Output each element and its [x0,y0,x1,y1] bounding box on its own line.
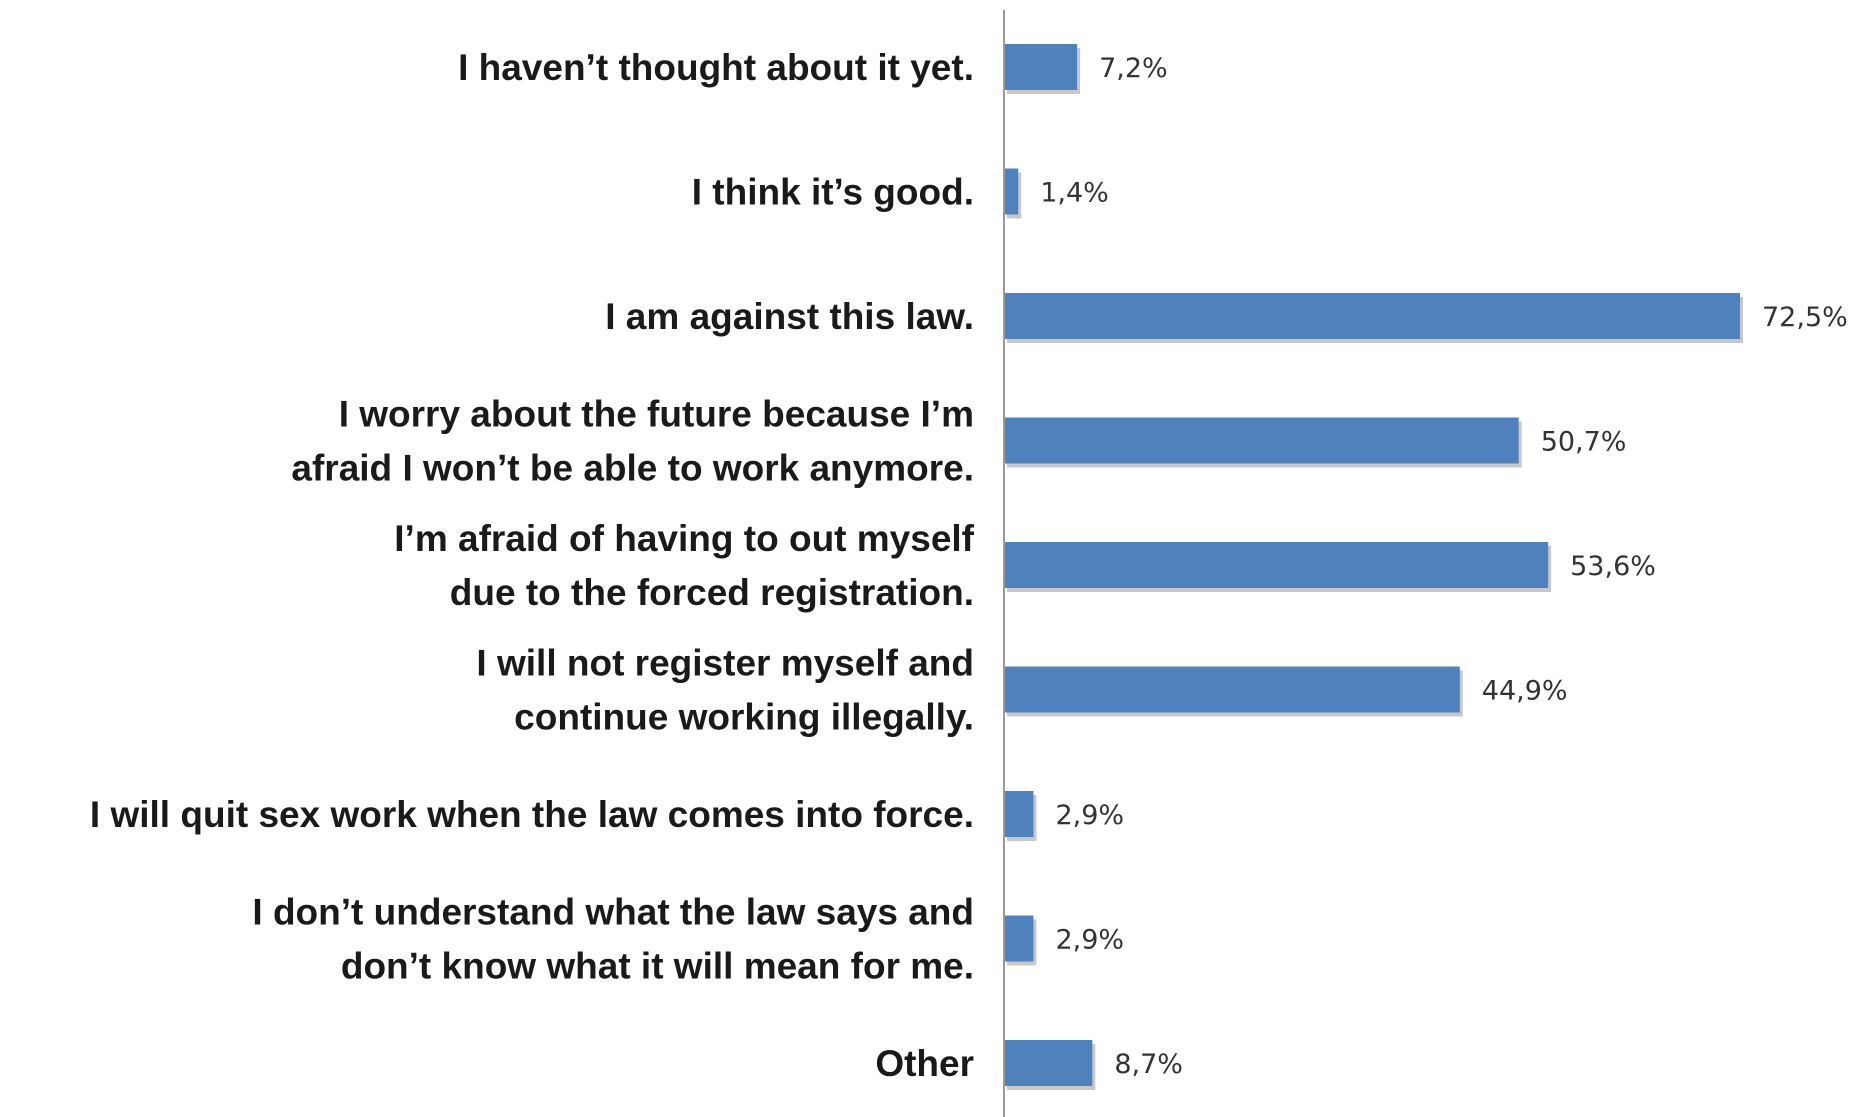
category-label-1: I think it’s good. [692,172,974,213]
value-label-6: 2,9% [1055,800,1124,831]
bar-1 [1004,168,1019,215]
bar-3 [1004,417,1519,464]
value-label-1: 1,4% [1040,178,1109,209]
value-label-5: 44,9% [1482,676,1568,707]
category-label-line: I am against this law. [605,296,974,337]
category-label-line: I’m afraid of having to out myself [394,518,974,559]
category-label-4: I’m afraid of having to out myself due to… [394,518,974,613]
value-label-3: 50,7% [1541,427,1627,458]
category-label-8: Other [875,1043,974,1084]
category-label-2: I am against this law. [605,296,974,337]
value-label-0: 7,2% [1099,53,1168,84]
value-label-8: 8,7% [1114,1049,1183,1080]
bar-2 [1004,293,1740,339]
category-label-3: I worry about the future because I’m afra… [291,394,974,489]
category-label-line: afraid I won’t be able to work anymore. [291,448,974,489]
category-label-line: I will not register myself and [476,643,974,684]
category-label-5: I will not register myself and continue w… [476,643,974,738]
bar-4 [1004,542,1549,588]
category-labels-group: I haven’t thought about it yet. I think i… [90,47,975,1084]
category-label-line: I don’t understand what the law says and [252,892,974,933]
category-label-line: due to the forced registration. [450,572,974,613]
bar-8 [1004,1040,1093,1086]
value-label-7: 2,9% [1055,925,1124,956]
category-label-line: I think it’s good. [692,172,974,213]
bar-7 [1004,915,1034,962]
bar-5 [1004,666,1460,713]
bars-group [1004,44,1743,1090]
value-labels-group: 7,2% 1,4% 72,5% 50,7% 53,6% 44,9% 2,9% 2,9% 8,7% [1040,53,1848,1080]
category-label-6: I will quit sex work when the law comes … [90,794,974,835]
category-label-line: I will quit sex work when the law comes … [90,794,974,835]
category-label-line: Other [875,1043,974,1084]
category-label-line: don’t know what it will mean for me. [341,946,974,987]
category-label-7: I don’t understand what the law says and… [252,892,974,987]
bar-6 [1004,791,1034,837]
category-label-0: I haven’t thought about it yet. [458,47,974,88]
bar-0 [1004,44,1078,90]
value-label-2: 72,5% [1762,302,1848,333]
category-label-line: I worry about the future because I’m [339,394,974,435]
category-label-line: I haven’t thought about it yet. [458,47,974,88]
category-label-line: continue working illegally. [514,697,974,738]
value-label-4: 53,6% [1570,551,1656,582]
